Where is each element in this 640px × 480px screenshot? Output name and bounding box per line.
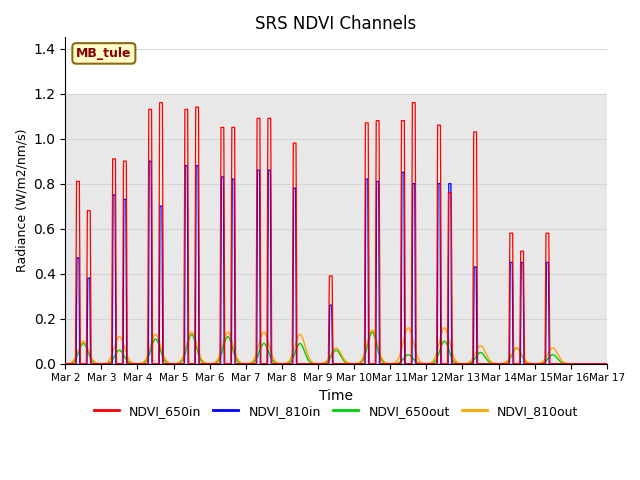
Legend: NDVI_650in, NDVI_810in, NDVI_650out, NDVI_810out: NDVI_650in, NDVI_810in, NDVI_650out, NDV… [88,400,584,423]
Line: NDVI_810in: NDVI_810in [65,161,607,364]
NDVI_650out [488,360,495,366]
NDVI_810in [411,181,419,187]
NDVI_810out [488,360,495,365]
NDVI_650out [177,359,185,365]
NDVI_810out [264,338,272,344]
NDVI_650out [603,361,611,367]
NDVI_810in [172,361,179,367]
NDVI_650in [156,100,163,106]
NDVI_810out [61,361,69,367]
NDVI_810in [601,361,609,367]
NDVI_810out [177,357,185,363]
NDVI_650out [61,361,69,367]
NDVI_650in [411,100,419,106]
NDVI_650in [488,361,495,367]
Title: SRS NDVI Channels: SRS NDVI Channels [255,15,417,33]
NDVI_650out [369,329,376,335]
NDVI_650in [172,361,179,367]
X-axis label: Time: Time [319,389,353,403]
Line: NDVI_650out: NDVI_650out [65,332,607,364]
Line: NDVI_650in: NDVI_650in [65,103,607,364]
NDVI_650out [264,348,272,353]
NDVI_650out [172,361,179,367]
Bar [65,94,607,364]
NDVI_810out [603,361,611,367]
NDVI_810out [601,361,609,367]
NDVI_650in [601,361,609,367]
NDVI_810out [411,345,419,350]
NDVI_650out [601,361,609,367]
NDVI_810out [172,360,179,366]
NDVI_650in [264,116,272,121]
Y-axis label: Radiance (W/m2/nm/s): Radiance (W/m2/nm/s) [15,129,28,272]
NDVI_650in [61,361,69,367]
NDVI_810in [603,361,611,367]
NDVI_810in [145,158,153,164]
Text: MB_tule: MB_tule [76,47,132,60]
NDVI_810out [440,325,448,331]
Line: NDVI_810out: NDVI_810out [65,328,607,364]
NDVI_650in [603,361,611,367]
NDVI_810in [177,361,185,367]
NDVI_810in [264,202,272,208]
NDVI_650out [411,358,419,363]
NDVI_810in [61,361,69,367]
NDVI_810in [488,361,495,367]
NDVI_650in [177,361,185,367]
